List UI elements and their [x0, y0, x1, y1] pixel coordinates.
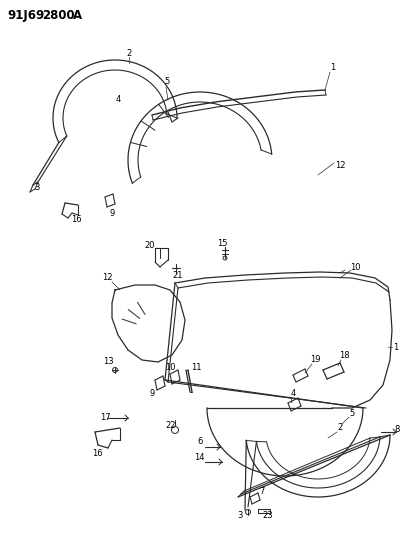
Text: 19: 19	[310, 356, 320, 365]
Text: 1: 1	[330, 63, 336, 72]
Text: 12: 12	[102, 273, 112, 282]
Text: 5: 5	[164, 77, 170, 86]
Text: 91J69: 91J69	[7, 9, 44, 22]
Text: 17: 17	[100, 414, 110, 423]
Text: 11: 11	[191, 364, 201, 373]
Text: 13: 13	[103, 358, 113, 367]
Text: 4: 4	[115, 95, 120, 104]
Text: 23: 23	[263, 512, 273, 521]
Text: 21: 21	[173, 271, 183, 279]
Text: 9: 9	[109, 208, 114, 217]
Text: 3: 3	[34, 183, 39, 192]
Text: 2: 2	[337, 424, 343, 432]
Text: 14: 14	[194, 454, 204, 463]
Text: 10: 10	[350, 262, 360, 271]
Text: 18: 18	[339, 351, 349, 360]
Text: 22: 22	[166, 421, 176, 430]
Text: 20: 20	[145, 240, 155, 249]
Text: 16: 16	[71, 215, 81, 224]
Text: 1: 1	[393, 343, 399, 351]
Text: 7: 7	[259, 487, 265, 496]
Text: 2800: 2800	[42, 9, 75, 22]
Text: 12: 12	[335, 160, 345, 169]
Text: A: A	[73, 9, 82, 22]
Text: 16: 16	[92, 449, 102, 458]
Text: 15: 15	[217, 239, 227, 248]
Text: 4: 4	[291, 389, 296, 398]
Text: 10: 10	[165, 364, 175, 373]
Text: 2: 2	[127, 49, 132, 58]
Text: 9: 9	[150, 389, 155, 398]
Text: 6: 6	[197, 438, 203, 447]
Text: 5: 5	[349, 408, 355, 417]
Text: 3: 3	[237, 511, 243, 520]
Text: 8: 8	[394, 425, 400, 434]
